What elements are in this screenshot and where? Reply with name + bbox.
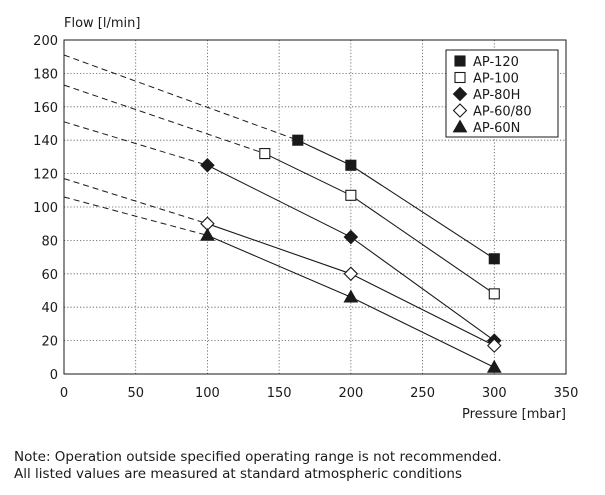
axes: 0 20 40 60 80 100 120 140 160 180 200 0 50 100 150 200 2… [33,34,578,401]
x-tick-label: 250 [410,386,435,401]
x-tick-label: 50 [127,386,144,401]
x-tick-label: 150 [267,386,292,401]
extrapolation-line [63,54,298,141]
y-tick-label: 140 [33,134,58,149]
extrapolation-line [63,121,208,166]
data-point [345,189,357,201]
legend-marker [452,119,468,133]
y-tick-label: 120 [33,168,58,183]
data-point [343,229,359,245]
x-tick-label: 350 [554,386,579,401]
data-point [488,288,500,300]
y-tick-label: 80 [41,234,58,249]
grid [64,40,566,374]
data-point [487,338,502,353]
note-line-1: Note: Operation outside specified operat… [14,449,502,465]
series-line [297,139,495,260]
data-point [343,266,359,282]
legend-marker [454,71,466,84]
data-point [343,289,359,303]
flow-pressure-chart: 0 20 40 60 80 100 120 140 160 180 200 0 50 100 150 200 2… [33,16,578,422]
legend-marker [454,55,466,67]
y-tick-label: 60 [41,268,58,283]
legend-marker [452,86,468,102]
y-tick-label: 0 [50,368,58,383]
x-tick-label: 100 [195,386,220,401]
notes: Note: Operation outside specified operat… [14,449,594,483]
extrapolation-line [63,84,265,155]
data-point [200,157,215,173]
extrapolation-line [63,196,208,236]
x-axis-title: Pressure [mbar] [462,407,566,422]
plot-frame [63,39,567,375]
note-line-2: All listed values are measured at standa… [14,466,463,482]
y-tick-label: 180 [33,67,58,82]
y-tick-label: 160 [33,101,58,116]
data-point [345,159,357,171]
y-tick-label: 100 [33,201,58,216]
legend-label: AP-80H [473,88,520,103]
y-tick-label: 200 [33,34,58,49]
x-tick-label: 0 [60,386,68,401]
y-axis-title: Flow [l/min] [64,16,140,31]
legend-marker [452,103,468,118]
extrapolation-line [63,178,208,225]
legend-label: AP-100 [473,72,519,87]
data-point [486,359,502,373]
legend-label: AP-120 [473,55,519,70]
data-point [292,134,304,146]
legend-label: AP-60/80 [473,105,532,120]
data-point [488,253,500,265]
y-tick-label: 40 [41,301,58,316]
series-markers [200,134,502,373]
legend-label: AP-60N [473,121,520,136]
series-line [264,153,495,295]
data-point [200,227,215,241]
data-point [259,148,271,160]
x-tick-label: 200 [338,386,363,401]
x-tick-label: 300 [482,386,507,401]
y-tick-label: 20 [41,335,58,350]
